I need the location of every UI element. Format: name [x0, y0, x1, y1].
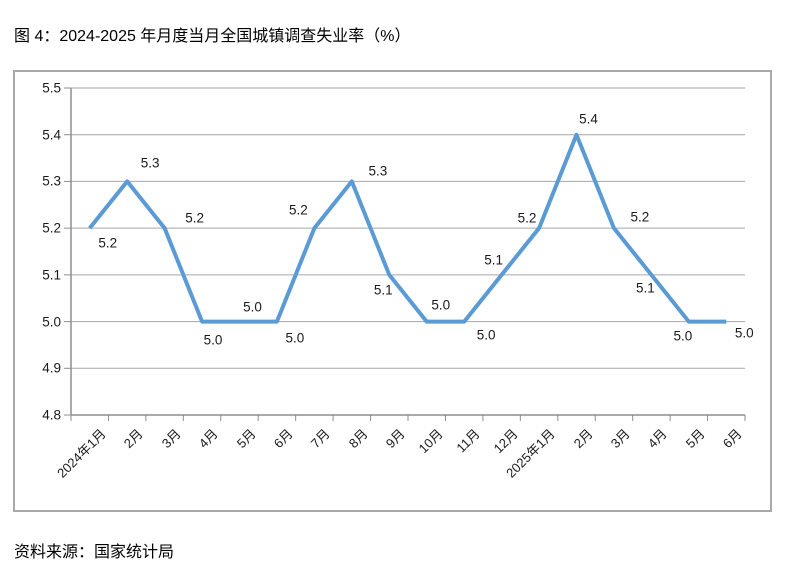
data-label: 5.1	[635, 280, 655, 296]
data-label: 5.4	[579, 111, 598, 127]
unemployment-rate-line	[88, 132, 727, 324]
data-label: 5.0	[285, 330, 305, 346]
data-label: 5.2	[288, 202, 308, 218]
y-tick-label: 5.1	[42, 267, 61, 283]
unemployment-rate-chart: 5.5 5.4 5.3 5.2 5.1 5.0 4.9 4.8 2024年1月 2月 3月 4月 5月 6…	[13, 70, 772, 512]
data-label: 5.0	[734, 325, 754, 341]
y-tick-label: 5.5	[42, 80, 61, 96]
data-label: 5.0	[203, 332, 223, 348]
y-tick-label: 5.4	[42, 127, 61, 143]
y-tick-label: 4.9	[42, 360, 61, 376]
data-label: 5.3	[140, 155, 160, 171]
data-label: 5.2	[517, 210, 537, 226]
source-note: 资料来源：国家统计局	[14, 544, 175, 561]
data-label: 5.0	[476, 327, 496, 343]
line-chart-canvas	[64, 87, 746, 421]
y-tick-label: 5.0	[42, 314, 61, 330]
data-label: 5.0	[431, 297, 451, 313]
data-label: 5.0	[673, 328, 693, 344]
data-label: 5.2	[630, 209, 650, 225]
data-label: 5.2	[98, 235, 118, 251]
data-label: 5.1	[373, 282, 393, 298]
data-label: 5.0	[243, 299, 262, 315]
data-label: 5.3	[368, 163, 388, 179]
data-label: 5.2	[185, 210, 204, 226]
y-tick-label: 5.3	[42, 173, 61, 189]
data-label: 5.1	[484, 252, 503, 268]
y-tick-label: 4.8	[42, 407, 61, 423]
y-tick-label: 5.2	[42, 220, 61, 236]
page-title: 图 4：2024-2025 年月度当月全国城镇调查失业率（%）	[14, 28, 411, 45]
